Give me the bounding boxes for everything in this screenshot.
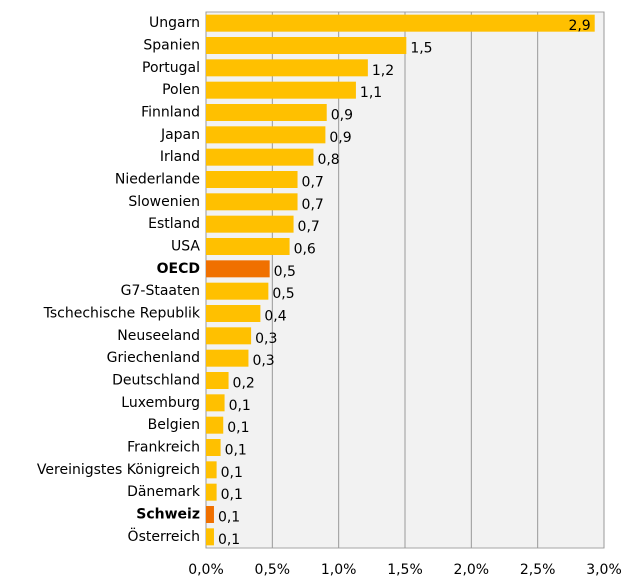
y-tick-label: Spanien <box>143 38 200 54</box>
bar <box>206 394 225 412</box>
value-label: 0,5 <box>272 286 294 302</box>
value-label: 0,7 <box>302 175 324 191</box>
y-tick-label: Neuseeland <box>117 328 200 344</box>
y-tick-label: Tschechische Republik <box>43 306 201 322</box>
y-tick-label: Finnland <box>141 105 200 121</box>
bar <box>206 305 261 322</box>
value-label: 1,2 <box>372 63 394 79</box>
value-label: 0,1 <box>227 420 249 436</box>
bar <box>206 193 298 211</box>
x-tick-label: 2,0% <box>454 562 490 578</box>
bar <box>206 148 314 166</box>
value-label: 0,2 <box>233 376 255 392</box>
bar <box>206 81 356 99</box>
value-label: 0,1 <box>218 510 240 526</box>
y-tick-label: Ungarn <box>149 15 200 31</box>
value-label: 0,3 <box>252 353 274 369</box>
y-tick-label: USA <box>171 239 200 255</box>
bar <box>206 461 217 479</box>
y-tick-label: Portugal <box>142 60 200 76</box>
x-tick-label: 1,0% <box>321 562 357 578</box>
y-tick-label: G7-Staaten <box>121 283 200 299</box>
y-tick-label: Polen <box>162 82 200 98</box>
x-tick-label: 0,5% <box>255 562 291 578</box>
bar <box>206 528 214 546</box>
bar <box>206 59 368 77</box>
y-tick-label: Niederlande <box>115 172 200 188</box>
bar <box>206 215 294 233</box>
y-tick-label: Japan <box>160 127 200 143</box>
value-label: 0,9 <box>329 130 351 146</box>
bar <box>206 171 298 188</box>
y-tick-label: Griechenland <box>107 350 200 366</box>
bar <box>206 260 270 278</box>
y-tick-label: Frankreich <box>127 440 200 456</box>
value-label: 0,7 <box>302 197 324 213</box>
bar <box>206 483 217 501</box>
bar <box>206 506 214 523</box>
value-label: 0,1 <box>225 443 247 459</box>
bar <box>206 327 252 345</box>
bar <box>206 14 595 32</box>
value-label: 0,6 <box>294 242 316 258</box>
x-tick-label: 0,0% <box>188 562 224 578</box>
y-tick-label: Dänemark <box>127 484 201 500</box>
x-tick-label: 1,5% <box>387 562 423 578</box>
value-label: 2,9 <box>568 18 590 34</box>
value-label: 1,5 <box>410 41 432 57</box>
value-label: 0,4 <box>264 309 286 325</box>
value-label: 0,1 <box>229 398 251 414</box>
bar <box>206 104 327 121</box>
x-tick-label: 3,0% <box>586 562 622 578</box>
y-tick-label: Vereinigstes Königreich <box>37 462 200 478</box>
y-tick-label: Luxemburg <box>121 395 200 411</box>
x-tick-label: 2,5% <box>520 562 556 578</box>
y-tick-label: Estland <box>148 216 200 232</box>
y-tick-label: Irland <box>160 149 200 165</box>
bar <box>206 416 224 434</box>
bar <box>206 439 221 456</box>
bar <box>206 37 407 54</box>
value-label: 0,1 <box>221 465 243 481</box>
y-tick-label: Schweiz <box>136 507 200 523</box>
value-label: 0,3 <box>255 331 277 347</box>
bar <box>206 282 269 300</box>
y-tick-label: Slowenien <box>128 194 200 210</box>
bar <box>206 126 326 144</box>
bar <box>206 238 290 255</box>
bar <box>206 349 249 367</box>
bar <box>206 372 229 389</box>
value-label: 1,1 <box>360 85 382 101</box>
y-tick-label: Österreich <box>128 527 200 545</box>
y-tick-label: Belgien <box>148 417 200 433</box>
value-label: 0,1 <box>218 532 240 548</box>
value-label: 0,5 <box>274 264 296 280</box>
value-label: 0,9 <box>331 108 353 124</box>
value-label: 0,7 <box>298 219 320 235</box>
value-label: 0,1 <box>221 487 243 503</box>
y-tick-label: Deutschland <box>112 373 200 389</box>
y-tick-label: OECD <box>157 261 200 277</box>
value-label: 0,8 <box>317 152 339 168</box>
